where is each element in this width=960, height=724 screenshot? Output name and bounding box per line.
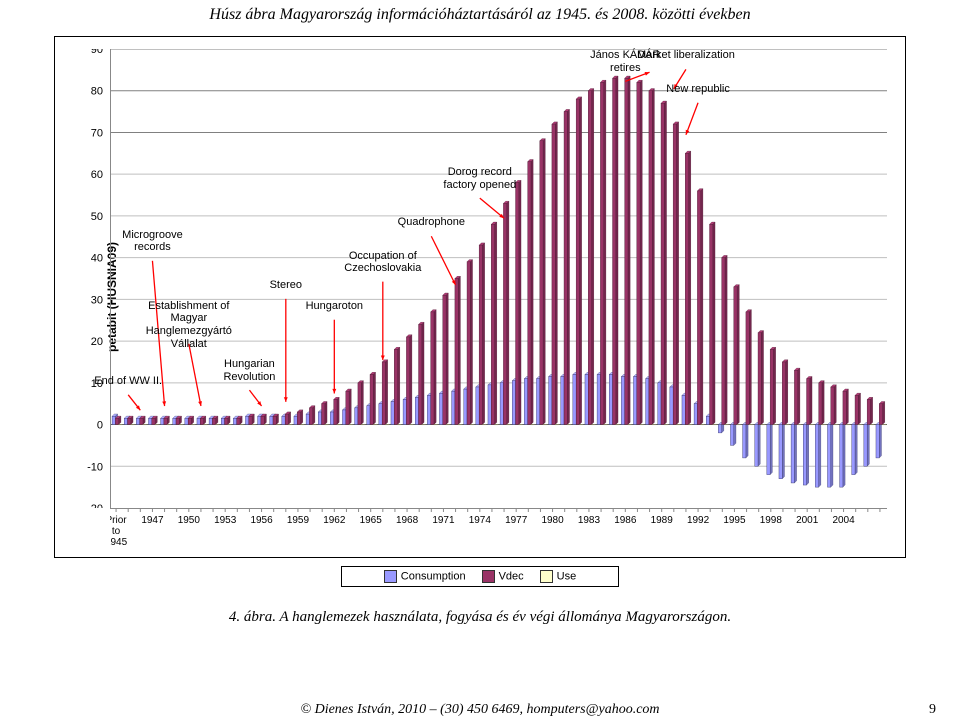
plot-area [110, 49, 887, 509]
svg-text:1983: 1983 [578, 515, 601, 526]
svg-text:2004: 2004 [832, 515, 855, 526]
svg-text:1962: 1962 [323, 515, 346, 526]
svg-text:70: 70 [91, 127, 103, 139]
svg-text:40: 40 [91, 253, 103, 265]
svg-text:1953: 1953 [214, 515, 237, 526]
footer-credit: © Dienes István, 2010 – (30) 450 6469, h… [0, 702, 960, 718]
y-axis: -20 -10 0 10 20 30 40 50 60 70 80 90 [55, 49, 110, 508]
svg-text:80: 80 [91, 86, 103, 98]
legend-item: Consumption [384, 570, 466, 583]
svg-text:1980: 1980 [541, 515, 564, 526]
svg-text:-20: -20 [87, 503, 103, 508]
page-number: 9 [929, 702, 936, 718]
page-title: Húsz ábra Magyarország információháztart… [0, 0, 960, 26]
svg-text:1959: 1959 [287, 515, 310, 526]
svg-text:1986: 1986 [614, 515, 637, 526]
svg-text:1947: 1947 [141, 515, 164, 526]
svg-text:2001: 2001 [796, 515, 819, 526]
legend: Consumption Vdec Use [341, 566, 619, 587]
svg-text:1977: 1977 [505, 515, 528, 526]
svg-text:90: 90 [91, 49, 103, 56]
svg-text:1950: 1950 [178, 515, 201, 526]
svg-text:1971: 1971 [432, 515, 455, 526]
legend-item: Use [540, 570, 577, 583]
svg-text:1992: 1992 [687, 515, 710, 526]
svg-text:1989: 1989 [651, 515, 674, 526]
svg-text:0: 0 [97, 420, 103, 432]
svg-text:to: to [112, 526, 121, 537]
chart-container: petabit (HUSNIA09) Priorto19451947195019… [54, 36, 906, 558]
svg-text:1945: 1945 [110, 537, 128, 548]
svg-text:30: 30 [91, 294, 103, 306]
svg-text:1995: 1995 [723, 515, 746, 526]
svg-text:1965: 1965 [360, 515, 383, 526]
legend-item: Vdec [482, 570, 524, 583]
svg-text:10: 10 [91, 378, 103, 390]
svg-text:1956: 1956 [250, 515, 273, 526]
svg-text:1998: 1998 [760, 515, 783, 526]
chart-svg [111, 49, 887, 508]
figure-caption: 4. ábra. A hanglemezek használata, fogyá… [0, 609, 960, 626]
svg-text:1974: 1974 [469, 515, 492, 526]
svg-text:1968: 1968 [396, 515, 419, 526]
x-axis: Priorto1945 1947 1950 1953 1956 1959 1962 1965 1… [110, 509, 886, 557]
svg-text:50: 50 [91, 211, 103, 223]
svg-text:60: 60 [91, 169, 103, 181]
svg-text:Prior: Prior [110, 515, 127, 526]
svg-text:20: 20 [91, 336, 103, 348]
svg-text:-10: -10 [87, 461, 103, 473]
